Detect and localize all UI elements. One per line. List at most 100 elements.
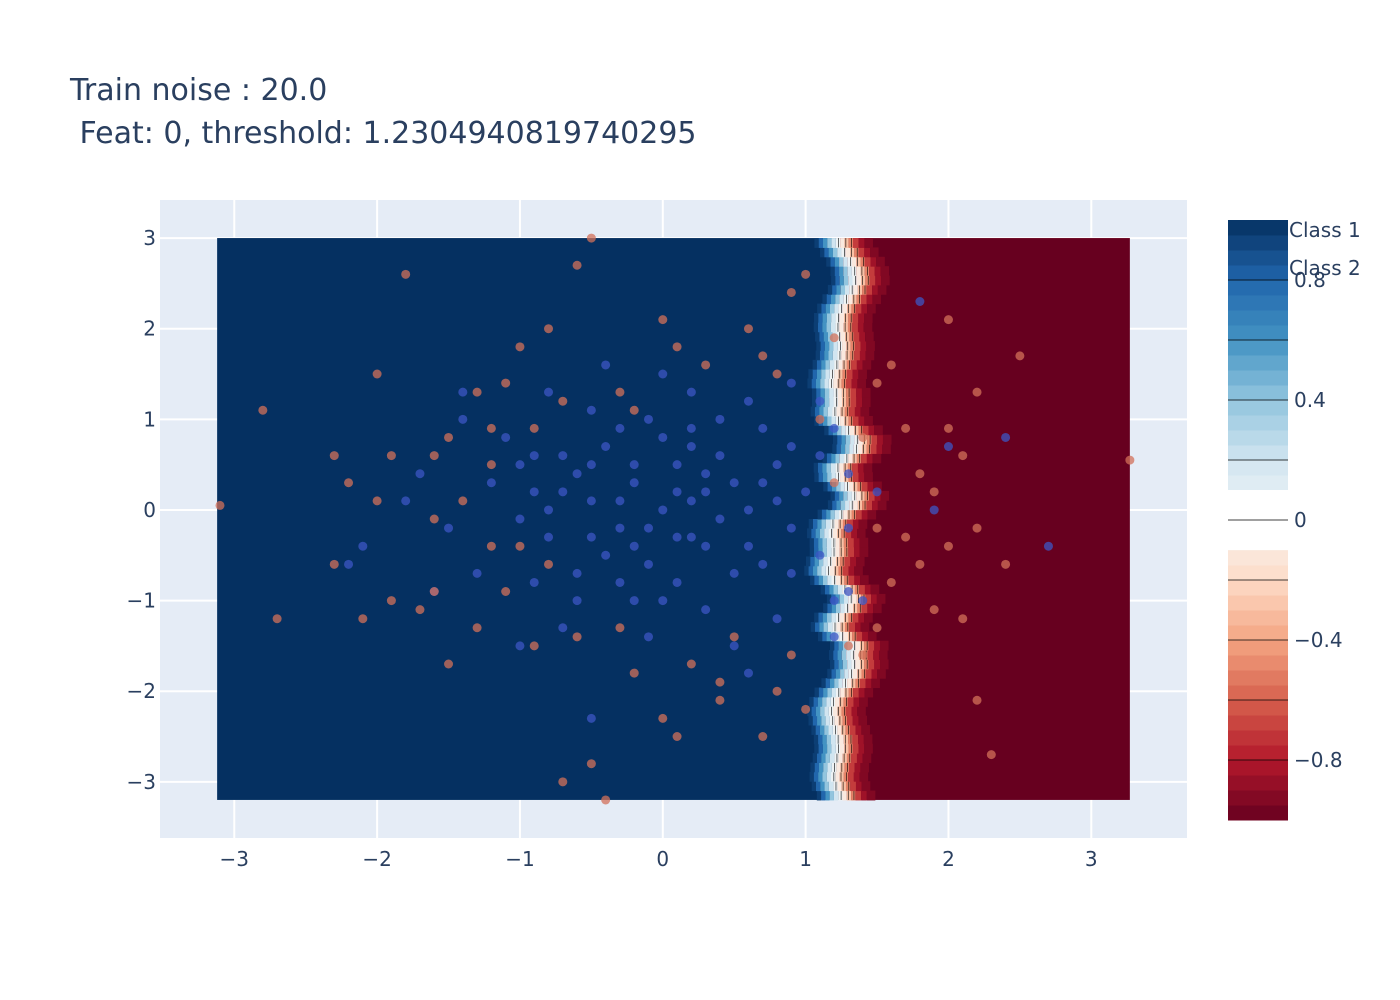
contour-band-cell [818,687,824,698]
point-class-1 [815,451,825,461]
contour-band-cell [827,687,832,698]
contour-band-cell [851,659,856,670]
point-class-2 [329,559,339,569]
contour-band-cell [871,678,880,689]
contour-band-cell [818,743,823,754]
contour-band-cell [823,762,828,773]
point-class-2 [401,269,411,279]
legend-entry-1[interactable]: Class 1 [1289,218,1361,242]
point-class-1 [515,514,525,524]
contour-band-cell [825,303,831,314]
contour-band-cell [811,725,816,735]
point-class-1 [715,451,725,461]
point-class-1 [786,442,796,451]
point-class-1 [829,596,839,606]
point-class-1 [658,596,668,606]
point-class-1 [529,577,539,587]
contour-band-cell [839,322,844,333]
contour-band-cell [829,584,834,595]
point-class-1 [558,487,568,497]
contour-band-cell [844,743,849,754]
point-class-2 [515,342,525,352]
point-class-1 [672,577,682,587]
contour-band-cell [832,247,838,258]
colorbar-level [1228,670,1288,686]
point-class-2 [472,387,482,397]
point-class-2 [544,324,554,334]
contour-band-cell [830,734,836,745]
contour-band-cell [833,387,838,398]
contour-band-cell [838,359,843,370]
contour-band-cell [876,444,883,454]
contour-band-cell [828,247,833,258]
contour-band-cell [808,519,813,529]
contour-band-cell [830,565,835,576]
contour-band-cell [852,472,859,483]
contour-band-cell [808,565,813,576]
contour-band-cell [839,593,845,604]
contour-band-cell [821,369,826,380]
contour-band-cell [864,238,873,248]
contour-band-cell [864,256,871,267]
contour-band-cell [841,725,846,735]
contour-band-cell [817,462,823,473]
contour-band-cell [846,397,851,408]
contour-band-cell [812,565,818,576]
contour-band-cell [877,668,886,679]
point-class-2 [415,605,425,615]
point-class-1 [472,568,482,578]
contour-band-cell [858,472,865,483]
contour-band-cell [839,509,844,520]
legend-entry-2[interactable]: Class 2 [1289,256,1361,280]
contour-band-cell [874,640,880,651]
point-class-1 [586,405,596,415]
contour-band-cell [837,725,842,735]
contour-band-cell [840,500,846,511]
contour-band-cell [823,687,828,698]
contour-band-cell [849,350,855,361]
contour-band-cell [849,500,854,511]
contour-band-cell [848,603,854,614]
contour-band-cell [852,715,859,726]
contour-band-cell [832,284,837,295]
point-class-2 [572,632,582,642]
contour-band-cell [831,771,836,782]
colorbar-level [1228,715,1288,731]
contour-band-cell [837,706,842,717]
contour-band-cell [846,359,852,370]
contour-band-cell [852,415,859,426]
contour-band-cell [822,322,827,333]
contour-band-cell [837,528,842,539]
contour-band-cell [867,603,874,614]
contour-band-cell [832,725,838,735]
contour-band-cell [843,509,848,520]
contour-band-cell [808,369,813,380]
colorbar-level [1228,790,1288,806]
contour-band-cell [852,238,859,248]
colorbar-level [1228,355,1288,371]
colorbar-level [1228,610,1288,626]
contour-band-cell [852,668,858,679]
contour-band-cell [861,603,868,614]
colorbar-level [1228,310,1288,326]
contour-band-cell [812,369,817,380]
contour-band-cell [844,406,850,417]
contour-band-cell [875,275,882,286]
contour-band-cell [824,781,829,792]
contour-band-cell [827,238,832,248]
contour-band-cell [882,444,891,454]
colorbar-level [1228,700,1288,716]
point-class-2 [758,732,768,741]
contour-band-cell [844,593,849,604]
contour-band-cell [861,481,868,492]
contour-band-cell [815,378,821,389]
contour-band-cell [858,312,865,323]
contour-band-cell [835,696,840,707]
point-class-1 [786,378,796,388]
contour-band-cell [859,350,866,361]
colorbar-tick-label: −0.8 [1294,748,1343,772]
contour-band-cell [841,247,846,258]
colorbar-level [1228,235,1288,251]
contour-band-cell [849,331,854,342]
contour-band-cell [812,753,817,763]
